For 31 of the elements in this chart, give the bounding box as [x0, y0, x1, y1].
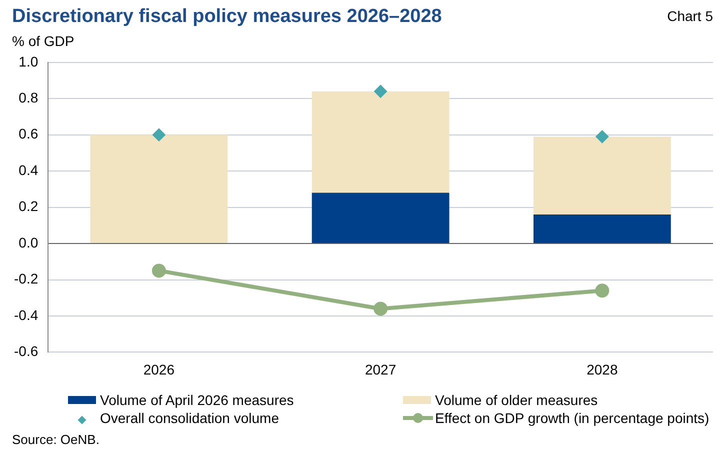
legend-label: Volume of April 2026 measures — [100, 392, 294, 408]
point — [596, 130, 609, 144]
y-tick-label: 0.8 — [18, 89, 38, 106]
legend-label: Overall consolidation volume — [100, 410, 279, 426]
bar — [312, 91, 450, 193]
bar — [533, 136, 671, 215]
bar — [533, 214, 671, 244]
caption: Chart 5 — [667, 8, 713, 24]
y-tick-label: -0.6 — [14, 343, 38, 360]
y-tick-label: 0.6 — [18, 126, 38, 142]
bar — [90, 134, 228, 244]
chart-title: Discretionary fiscal policy measures 2026–2028 — [12, 6, 442, 28]
point — [152, 128, 166, 142]
source-note: Source: OeNB. — [12, 432, 100, 447]
point — [152, 264, 166, 278]
y-tick-label: -0.4 — [14, 306, 38, 323]
y-tick-label: 0.0 — [18, 234, 38, 250]
y-tick-label: -0.2 — [14, 270, 38, 287]
point — [374, 84, 388, 98]
y-tick-label: 0.2 — [18, 198, 38, 214]
x-tick-label: 2028 — [586, 361, 618, 378]
legend-label: Effect on GDP growth (in percentage points) — [435, 410, 710, 426]
y-tick-label: 1.0 — [18, 53, 38, 70]
legend-label: Volume of older measures — [435, 392, 598, 408]
x-tick-label: 2027 — [364, 361, 396, 378]
y-tick-label: 0.4 — [18, 162, 38, 178]
bar — [312, 192, 450, 244]
point — [374, 302, 388, 316]
y-axis-title: % of GDP — [12, 33, 74, 49]
point — [595, 284, 610, 298]
x-tick-label: 2026 — [143, 361, 175, 378]
